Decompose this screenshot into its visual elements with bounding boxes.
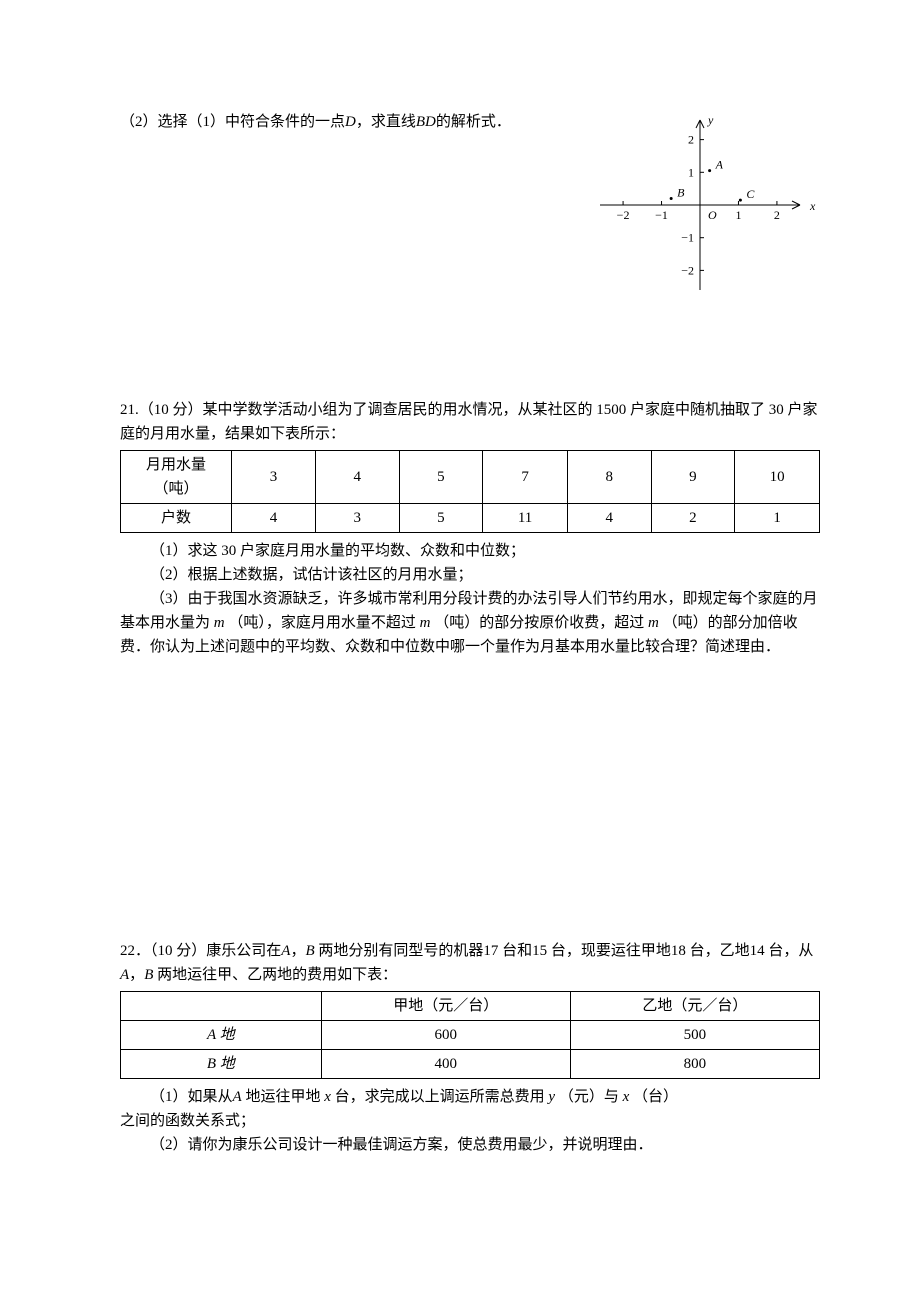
q22-header-c: 两地运往甲、乙两地的费用如下表：	[153, 967, 397, 983]
q20-part2-b: ，求直线	[356, 114, 416, 130]
q21-col-2: 5	[399, 451, 483, 504]
q21-row1-label-a: 月用水量	[125, 453, 227, 477]
q22-p1-y: y	[545, 1089, 559, 1105]
q21-row2-label: 户数	[121, 504, 232, 533]
q22-rowB-0: 400	[321, 1050, 570, 1079]
q21-p3-b: （吨），家庭月用水量不超过	[228, 615, 416, 631]
q21-count-5: 2	[651, 504, 735, 533]
q22-p1-x2: x	[619, 1089, 633, 1105]
q22-rowB-label: B 地	[207, 1056, 235, 1072]
q21-count-2: 5	[399, 504, 483, 533]
svg-text:2: 2	[774, 208, 780, 222]
q21-col-5: 9	[651, 451, 735, 504]
q22-col1: 甲地（元／台）	[321, 992, 570, 1021]
q22-B2: B	[144, 967, 153, 983]
q21-table: 月用水量 （吨） 3 4 5 7 8 9 10 户数 4 3 5 11 4 2 …	[120, 450, 820, 533]
q21-m3: m	[644, 615, 662, 631]
q22-p2: （2）请你为康乐公司设计一种最佳调运方案，使总费用最少，并说明理由．	[120, 1133, 820, 1157]
q20-BD: BD	[416, 114, 436, 130]
svg-text:C: C	[746, 187, 755, 201]
svg-text:y: y	[707, 113, 714, 127]
q21-col-3: 7	[483, 451, 568, 504]
q21-count-0: 4	[232, 504, 316, 533]
q22-header-a: 22．（10 分）康乐公司在	[120, 943, 281, 959]
q22-p1-f: 之间的函数关系式；	[120, 1109, 820, 1133]
svg-text:−2: −2	[681, 263, 694, 277]
svg-text:−1: −1	[681, 231, 694, 245]
q21-header: 21.（10 分）某中学数学活动小组为了调查居民的用水情况，从某社区的 1500…	[120, 398, 820, 446]
q21-count-6: 1	[735, 504, 820, 533]
q20-part2-a: （2）选择（1）中符合条件的一点	[120, 114, 345, 130]
q22-table: 甲地（元／台） 乙地（元／台） A 地 600 500 B 地 400 800	[120, 991, 820, 1079]
svg-text:O: O	[708, 208, 717, 222]
coordinate-chart: −2 −1 1 2 −2 −1 1 2 Ox y A B C	[590, 110, 820, 308]
q22-rowA-1: 500	[570, 1021, 819, 1050]
svg-text:−1: −1	[655, 208, 668, 222]
q22-rowA-0: 600	[321, 1021, 570, 1050]
q22-comma2: ，	[129, 967, 144, 983]
q22-p1-d: （元）与	[559, 1089, 619, 1105]
q22-p1-a: （1）如果从	[150, 1089, 233, 1105]
q21-count-1: 3	[315, 504, 399, 533]
q22-A2: A	[120, 967, 129, 983]
svg-text:−2: −2	[617, 208, 630, 222]
q21-p2: （2）根据上述数据，试估计该社区的月用水量；	[120, 563, 820, 587]
q22-rowA-label: A 地	[207, 1027, 235, 1043]
q22-p1-b: 地运往甲地	[242, 1089, 321, 1105]
q22-p1-c: 台，求完成以上调运所需总费用	[335, 1089, 545, 1105]
q21-p1: （1）求这 30 户家庭月用水量的平均数、众数和中位数；	[120, 539, 820, 563]
q21-m1: m	[210, 615, 228, 631]
svg-text:A: A	[715, 158, 724, 172]
q21-col-0: 3	[232, 451, 316, 504]
svg-text:1: 1	[735, 208, 741, 222]
q21-p3-c: （吨）的部分按原价收费，超过	[434, 615, 644, 631]
q22-rowB-1: 800	[570, 1050, 819, 1079]
q22-col2: 乙地（元／台）	[570, 992, 819, 1021]
svg-text:x: x	[809, 199, 816, 213]
q22-B: B	[305, 943, 314, 959]
q22-header-b: 两地分别有同型号的机器17 台和15 台，现要运往甲地18 台，乙地14 台，从	[315, 943, 814, 959]
q22-comma1: ，	[290, 943, 305, 959]
q21-count-4: 4	[567, 504, 651, 533]
q21-col-1: 4	[315, 451, 399, 504]
q22-p1-A: A	[233, 1089, 242, 1105]
q20-D: D	[345, 114, 356, 130]
q21-col-4: 8	[567, 451, 651, 504]
svg-text:2: 2	[688, 133, 694, 147]
q22-p1-e: （台）	[633, 1089, 678, 1105]
q21-count-3: 11	[483, 504, 568, 533]
q21-row1-label-b: （吨）	[125, 477, 227, 501]
q20-part2-c: 的解析式．	[436, 114, 511, 130]
svg-text:B: B	[677, 185, 685, 199]
q21-col-6: 10	[735, 451, 820, 504]
q21-m2: m	[416, 615, 434, 631]
q22-p1-x: x	[320, 1089, 334, 1105]
svg-text:1: 1	[688, 165, 694, 179]
q22-col0	[121, 992, 322, 1021]
